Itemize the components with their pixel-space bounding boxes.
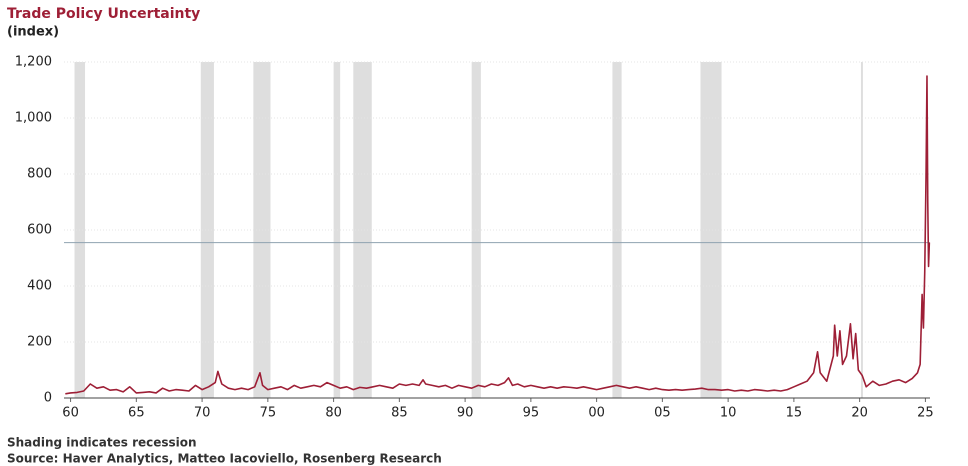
x-tick-label: 15 xyxy=(786,406,803,421)
recession-band xyxy=(253,62,271,398)
recession-band xyxy=(471,62,481,398)
y-tick-label: 1,200 xyxy=(15,55,52,70)
x-tick-label: 00 xyxy=(588,406,605,421)
y-tick-label: 1,000 xyxy=(15,111,52,126)
recession-band xyxy=(353,62,372,398)
x-tick-label: 70 xyxy=(194,406,211,421)
y-tick-label: 600 xyxy=(27,223,52,238)
recession-band xyxy=(333,62,341,398)
x-tick-label: 20 xyxy=(851,406,868,421)
x-tick-label: 95 xyxy=(523,406,540,421)
x-tick-label: 75 xyxy=(260,406,277,421)
y-tick-label: 800 xyxy=(27,167,52,182)
data-line xyxy=(65,75,931,395)
recession-band xyxy=(200,62,214,398)
chart-title: Trade Policy Uncertainty xyxy=(7,6,200,22)
recession-band xyxy=(860,62,863,398)
recession-band xyxy=(700,62,722,398)
chart-subtitle: (index) xyxy=(7,25,59,40)
x-tick-label: 10 xyxy=(720,406,737,421)
y-tick-label: 400 xyxy=(27,279,52,294)
y-tick-label: 200 xyxy=(27,335,52,350)
x-tick-label: 25 xyxy=(917,406,934,421)
y-tick-label: 0 xyxy=(44,391,52,406)
x-tick-label: 80 xyxy=(325,406,342,421)
x-tick-label: 85 xyxy=(391,406,408,421)
x-tick-label: 90 xyxy=(457,406,474,421)
x-tick-label: 05 xyxy=(654,406,671,421)
x-tick-label: 60 xyxy=(62,406,79,421)
source: Source: Haver Analytics, Matteo Iacoviel… xyxy=(7,452,442,466)
x-tick-label: 65 xyxy=(128,406,145,421)
recession-band xyxy=(612,62,622,398)
note: Shading indicates recession xyxy=(7,436,197,450)
